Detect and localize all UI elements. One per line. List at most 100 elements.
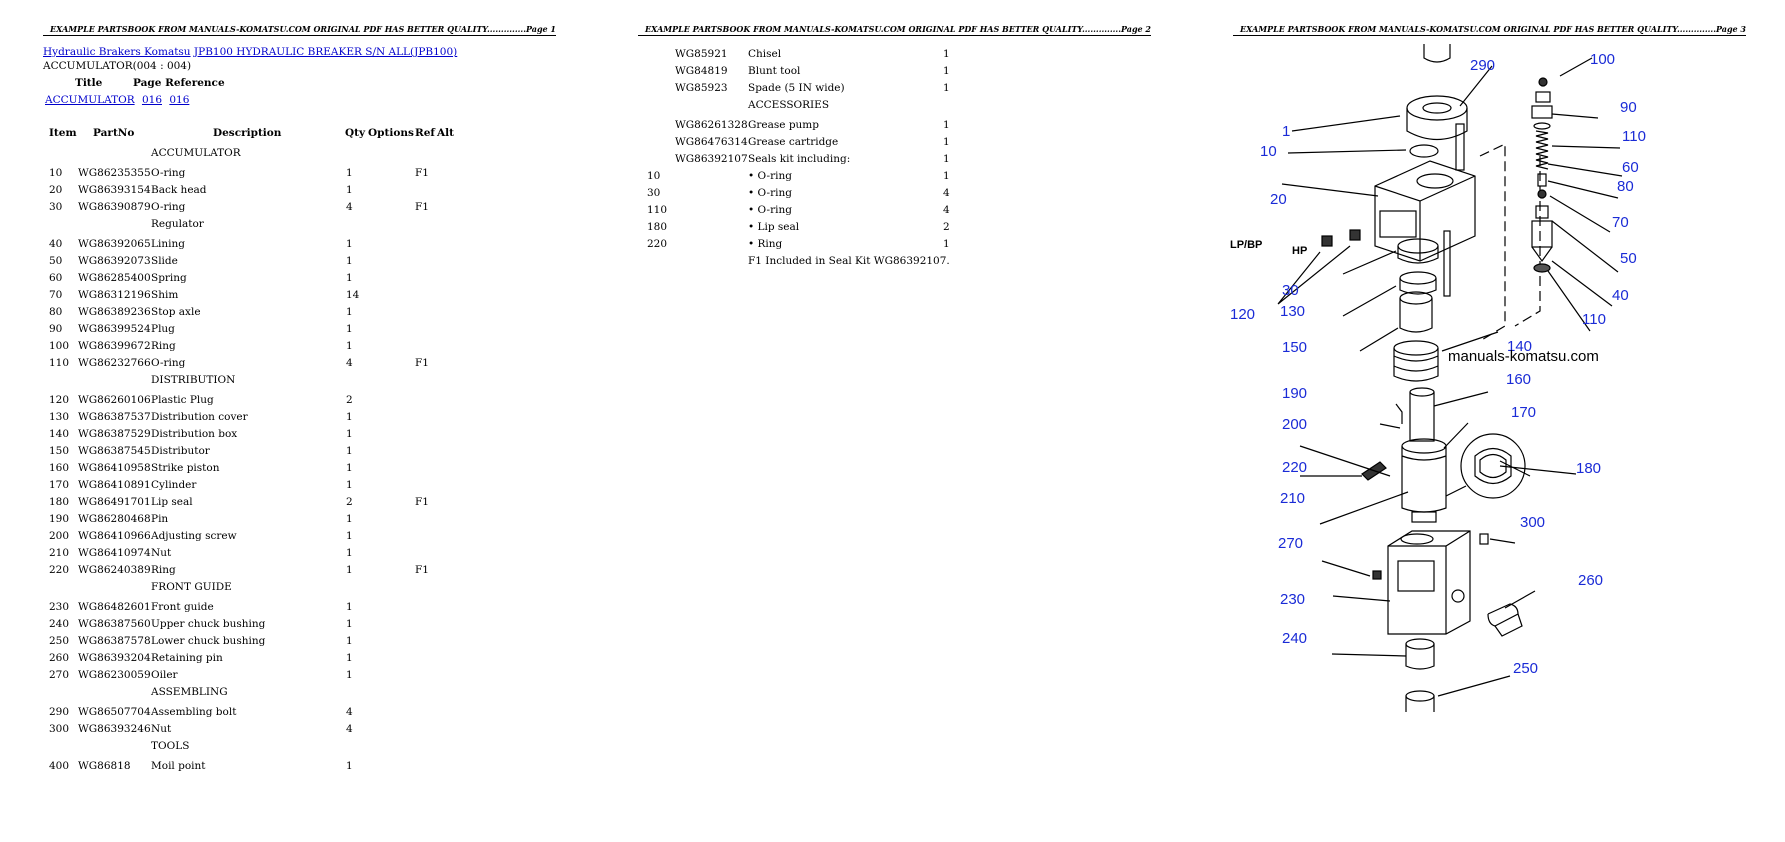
part-description: Ring xyxy=(151,340,176,352)
part-description: Upper chuck bushing xyxy=(151,618,266,630)
callout-label: 90 xyxy=(1620,99,1637,116)
part-number: WG86491701 xyxy=(78,496,151,508)
callout-label: 80 xyxy=(1617,178,1634,195)
header-page-suffix: ..............Page 2 xyxy=(1081,24,1151,34)
section-title: FRONT GUIDE xyxy=(151,581,232,593)
section-heading: ASSEMBLING xyxy=(0,684,595,704)
callout-label: 100 xyxy=(1590,51,1615,68)
callout-label: 20 xyxy=(1270,191,1287,208)
part-description: Slide xyxy=(151,255,178,267)
part-number: WG86507704 xyxy=(78,706,151,718)
item-number: 400 xyxy=(49,760,70,772)
callout-label: LP/BP xyxy=(1230,239,1262,251)
part-number: WG86392107 xyxy=(675,153,748,165)
diagram-labels: 1 290 100 90 110 10 60 80 20 70 50 40 110 LP/BP HP 30 12… xyxy=(1230,51,1646,677)
table-row: 210 WG86410974 Nut 1 xyxy=(0,545,595,562)
item-number: 50 xyxy=(49,255,63,267)
header-text: EXAMPLE PARTSBOOK FROM MANUALS-KOMATSU.C… xyxy=(1240,24,1677,34)
table-row: 190 WG86280468 Pin 1 xyxy=(0,511,595,528)
callout-label: 250 xyxy=(1513,660,1538,677)
part-number: WG86387560 xyxy=(78,618,151,630)
part-number: WG86280468 xyxy=(78,513,151,525)
callout-label: 60 xyxy=(1622,159,1639,176)
part-number: WG86393154 xyxy=(78,184,151,196)
table-row: 170 WG86410891 Cylinder 1 xyxy=(0,477,595,494)
part-number: WG86240389 xyxy=(78,564,151,576)
item-number: 190 xyxy=(49,513,70,525)
col-alt: Alt xyxy=(437,127,454,139)
breadcrumb-model-link[interactable]: JPB100 HYDRAULIC BREAKER S/N ALL(JPB100) xyxy=(193,46,458,58)
diagram-svg: 1 290 100 90 110 10 60 80 20 70 50 40 110 LP/BP HP 30 12… xyxy=(1230,44,1646,712)
table-row: WG86392107 Seals kit including: 1 xyxy=(595,151,1190,168)
part-number: WG86260106 xyxy=(78,394,151,406)
table-row: 140 WG86387529 Distribution box 1 xyxy=(0,426,595,443)
breadcrumb-brand-link[interactable]: Hydraulic Brakers Komatsu xyxy=(43,46,191,58)
part-description: Nut xyxy=(151,547,172,559)
item-number: 10 xyxy=(49,167,63,179)
quantity: 1 xyxy=(346,618,353,630)
footnote: F1 Included in Seal Kit WG86392107. xyxy=(595,253,1190,273)
quantity: 1 xyxy=(346,428,353,440)
callout-label: 210 xyxy=(1280,490,1305,507)
page-2: EXAMPLE PARTSBOOK FROM MANUALS-KOMATSU.C… xyxy=(595,0,1190,842)
item-number: 140 xyxy=(49,428,70,440)
item-number: 230 xyxy=(49,601,70,613)
quantity: 1 xyxy=(346,411,353,423)
quantity: 1 xyxy=(346,238,353,250)
item-number: 270 xyxy=(49,669,70,681)
table-row: WG84819 Blunt tool 1 xyxy=(595,63,1190,80)
quantity: 1 xyxy=(346,340,353,352)
part-number: WG86387537 xyxy=(78,411,151,423)
table-row: 100 WG86399672 Ring 1 xyxy=(0,338,595,355)
quantity: 1 xyxy=(346,167,353,179)
part-number: WG86392065 xyxy=(78,238,151,250)
part-number: WG86387529 xyxy=(78,428,151,440)
callout-label: 240 xyxy=(1282,630,1307,647)
item-number: 100 xyxy=(49,340,70,352)
col-description: Description xyxy=(213,127,282,139)
table-row: 80 WG86389236 Stop axle 1 xyxy=(0,304,595,321)
page-ref-link-2[interactable]: 016 xyxy=(169,94,190,106)
callout-label: 30 xyxy=(1282,282,1299,299)
part-number: WG86399672 xyxy=(78,340,151,352)
part-number: WG86232766 xyxy=(78,357,151,369)
page-header: EXAMPLE PARTSBOOK FROM MANUALS-KOMATSU.C… xyxy=(43,24,556,36)
part-description: O-ring xyxy=(151,201,186,213)
part-description: Pin xyxy=(151,513,169,525)
table-row: WG86476314 Grease cartridge 1 xyxy=(595,134,1190,151)
item-number: 200 xyxy=(49,530,70,542)
header-text: EXAMPLE PARTSBOOK FROM MANUALS-KOMATSU.C… xyxy=(645,24,1082,34)
quantity: 1 xyxy=(346,635,353,647)
part-number: WG85921 xyxy=(675,48,728,60)
page-header: EXAMPLE PARTSBOOK FROM MANUALS-KOMATSU.C… xyxy=(638,24,1151,36)
part-description: Oiler xyxy=(151,669,178,681)
section-title: Regulator xyxy=(151,218,204,230)
page-subtitle: ACCUMULATOR(004 : 004) xyxy=(43,60,192,72)
page-ref-link-1[interactable]: 016 xyxy=(141,94,162,106)
callout-label: 140 xyxy=(1507,338,1532,355)
part-description: • O-ring xyxy=(748,204,792,216)
table-row: 70 WG86312196 Shim 14 xyxy=(0,287,595,304)
callout-label: 290 xyxy=(1470,57,1495,74)
quantity: 1 xyxy=(346,323,353,335)
part-description: Distributor xyxy=(151,445,210,457)
quantity: 2 xyxy=(346,496,353,508)
section-heading: DISTRIBUTION xyxy=(0,372,595,392)
title-label: Title xyxy=(75,77,103,89)
part-description: Moil point xyxy=(151,760,206,772)
item-number: 30 xyxy=(647,187,661,199)
page-header: EXAMPLE PARTSBOOK FROM MANUALS-KOMATSU.C… xyxy=(1233,24,1746,36)
title-ref-header: Title Page Reference xyxy=(75,77,225,89)
table-row: 270 WG86230059 Oiler 1 xyxy=(0,667,595,684)
quantity: 1 xyxy=(346,760,353,772)
part-description: Plastic Plug xyxy=(151,394,214,406)
quantity: 1 xyxy=(346,530,353,542)
part-number: WG86387578 xyxy=(78,635,151,647)
item-number: 250 xyxy=(49,635,70,647)
item-number: 40 xyxy=(49,238,63,250)
title-link[interactable]: ACCUMULATOR xyxy=(45,94,135,106)
part-number: WG86390879 xyxy=(78,201,151,213)
quantity: 14 xyxy=(346,289,360,301)
table-row: 150 WG86387545 Distributor 1 xyxy=(0,443,595,460)
part-number: WG85923 xyxy=(675,82,728,94)
